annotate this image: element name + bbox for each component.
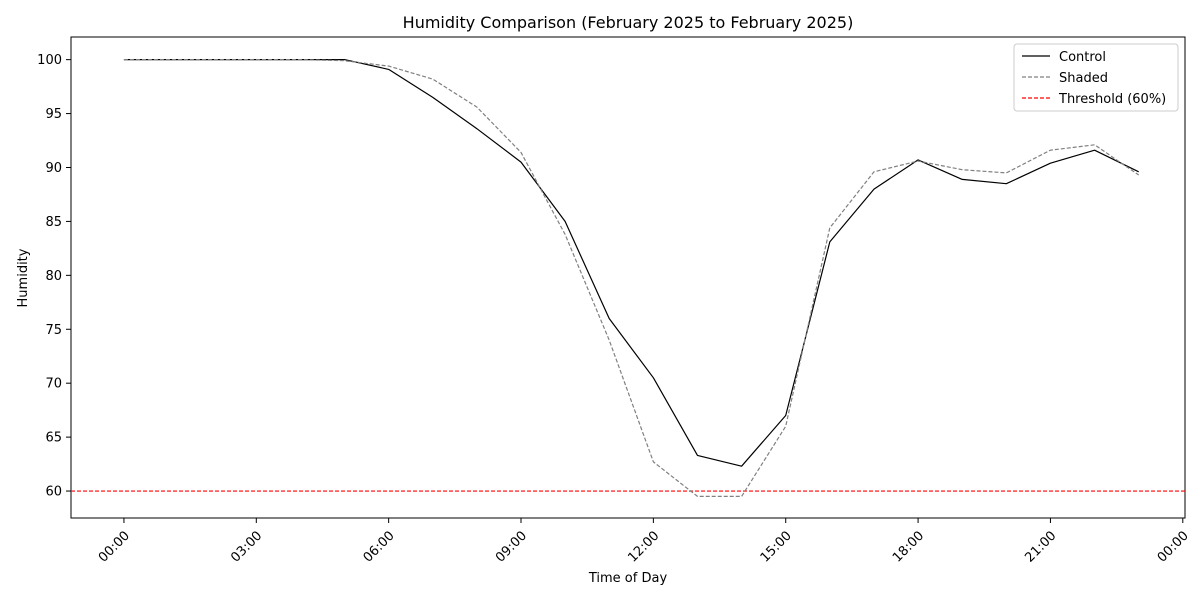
y-tick-label: 75 — [45, 323, 62, 338]
x-tick-label: 21:00 — [1022, 528, 1059, 565]
series-line-shaded — [123, 58, 1140, 497]
x-tick-label: 09:00 — [493, 528, 530, 565]
x-axis-title: Time of Day — [588, 571, 668, 586]
x-tick-label: 06:00 — [361, 528, 398, 565]
y-tick-label: 85 — [45, 215, 62, 230]
legend-label-shaded: Shaded — [1059, 71, 1108, 86]
y-tick-label: 60 — [45, 485, 62, 500]
x-tick-label: 15:00 — [758, 528, 795, 565]
x-axis: 00:00 03:00 06:00 09:00 12:00 15:00 18:00 21:00… — [96, 518, 1192, 566]
series-layer — [71, 58, 1185, 497]
y-tick-label: 65 — [45, 431, 62, 446]
plot-area — [70, 36, 1186, 519]
y-tick-label: 100 — [37, 53, 62, 68]
series-line-control — [123, 58, 1139, 467]
x-tick-label: 12:00 — [625, 528, 662, 565]
plot-frame — [70, 36, 1186, 519]
y-axis: 60 65 70 75 80 85 90 95 100 — [37, 53, 71, 500]
y-tick-label: 80 — [45, 269, 62, 284]
x-tick-label: 18:00 — [890, 528, 927, 565]
y-tick-label: 90 — [45, 161, 62, 176]
y-axis-title: Humidity — [16, 248, 31, 307]
x-tick-label: 00:00 — [1155, 528, 1192, 565]
legend-label-threshold: Threshold (60%) — [1058, 92, 1166, 107]
legend-box — [1013, 43, 1179, 112]
y-tick-label: 95 — [45, 107, 62, 122]
x-tick-label: 00:00 — [96, 528, 133, 565]
chart-title: Humidity Comparison (February 2025 to Fe… — [403, 13, 854, 32]
x-tick-label: 03:00 — [228, 528, 265, 565]
y-tick-label: 70 — [45, 377, 62, 392]
legend-label-control: Control — [1059, 50, 1106, 65]
legend: Control Shaded Threshold (60%) — [1013, 43, 1179, 112]
